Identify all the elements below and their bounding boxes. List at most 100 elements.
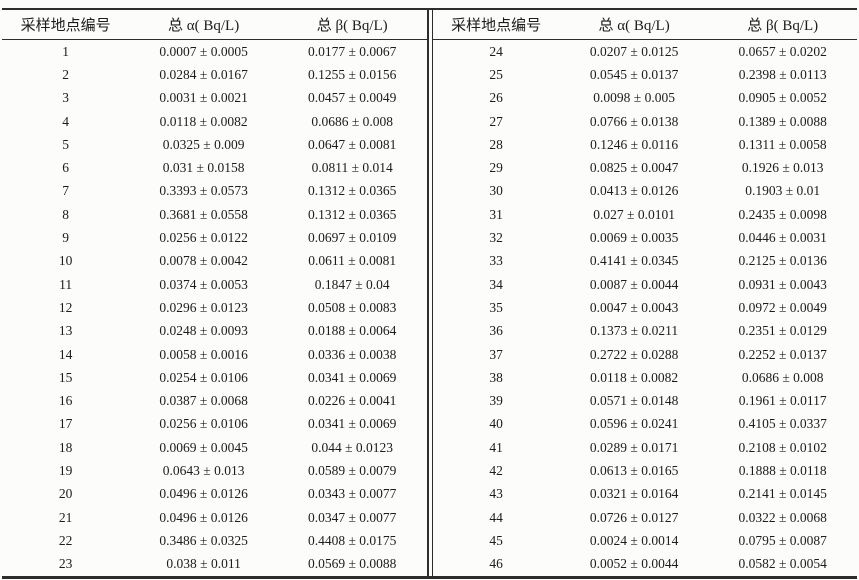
table-row: 32 0.0069 ± 0.0035 0.0446 ± 0.0031 <box>433 226 858 249</box>
cell-total-alpha: 0.0256 ± 0.0122 <box>159 230 248 246</box>
cell-total-beta: 0.2141 ± 0.0145 <box>738 486 827 502</box>
cell-total-alpha: 0.0087 ± 0.0044 <box>589 276 679 292</box>
cell-total-beta: 0.0686 ± 0.008 <box>741 369 824 385</box>
table-row: 9 0.0256 ± 0.0122 0.0697 ± 0.0109 <box>2 226 427 249</box>
cell-total-beta: 0.0582 ± 0.0054 <box>738 556 827 572</box>
cell-site-id: 40 <box>489 416 503 432</box>
cell-total-beta: 0.1312 ± 0.0365 <box>307 206 397 222</box>
table-row: 30 0.0413 ± 0.0126 0.1903 ± 0.01 <box>433 180 858 203</box>
cell-site-id: 25 <box>489 66 503 82</box>
table-row: 8 0.3681 ± 0.0558 0.1312 ± 0.0365 <box>2 203 427 226</box>
cell-total-alpha: 0.0325 ± 0.009 <box>162 136 245 152</box>
table-row: 27 0.0766 ± 0.0138 0.1389 ± 0.0088 <box>433 110 858 133</box>
table-row: 44 0.0726 ± 0.0127 0.0322 ± 0.0068 <box>433 506 858 529</box>
cell-total-alpha: 0.031 ± 0.0158 <box>162 160 245 176</box>
cell-total-alpha: 0.0387 ± 0.0068 <box>159 393 248 409</box>
table-row: 5 0.0325 ± 0.009 0.0647 ± 0.0081 <box>2 133 427 156</box>
cell-site-id: 39 <box>489 393 503 409</box>
cell-total-beta: 0.0611 ± 0.0081 <box>308 253 397 269</box>
cell-total-beta: 0.4408 ± 0.0175 <box>307 532 397 548</box>
cell-site-id: 45 <box>489 532 503 548</box>
cell-total-alpha: 0.0256 ± 0.0106 <box>159 416 248 432</box>
cell-total-beta: 0.2351 ± 0.0129 <box>738 323 827 339</box>
cell-total-beta: 0.0686 ± 0.008 <box>311 113 394 129</box>
cell-total-alpha: 0.0643 ± 0.013 <box>162 462 245 478</box>
table-row: 7 0.3393 ± 0.0573 0.1312 ± 0.0365 <box>2 180 427 203</box>
table-right-body: 24 0.0207 ± 0.0125 0.0657 ± 0.0202 25 0.0545… <box>433 40 858 576</box>
cell-total-alpha: 0.4141 ± 0.0345 <box>589 253 679 269</box>
cell-total-beta: 0.2435 ± 0.0098 <box>738 206 827 222</box>
table-row: 17 0.0256 ± 0.0106 0.0341 ± 0.0069 <box>2 413 427 436</box>
cell-total-beta: 0.0647 ± 0.0081 <box>307 136 397 152</box>
cell-total-beta: 0.0188 ± 0.0064 <box>307 323 397 339</box>
cell-total-alpha: 0.3393 ± 0.0573 <box>159 183 248 199</box>
cell-site-id: 27 <box>489 113 503 129</box>
cell-site-id: 46 <box>489 556 503 572</box>
table-row: 1 0.0007 ± 0.0005 0.0177 ± 0.0067 <box>2 40 427 64</box>
table-left-half: 采样地点编号 总 α( Bq/L) 总 β( Bq/L) 1 0.0007 ± 0… <box>2 10 427 576</box>
table-row: 41 0.0289 ± 0.0171 0.2108 ± 0.0102 <box>433 436 858 459</box>
table-row: 3 0.0031 ± 0.0021 0.0457 ± 0.0049 <box>2 87 427 110</box>
cell-total-alpha: 0.0118 ± 0.0082 <box>590 369 679 385</box>
cell-site-id: 31 <box>489 206 503 222</box>
cell-site-id: 12 <box>58 299 73 315</box>
header-row: 采样地点编号 总 α( Bq/L) 总 β( Bq/L) <box>432 10 857 40</box>
cell-site-id: 33 <box>489 253 503 269</box>
cell-total-alpha: 0.0613 ± 0.0165 <box>589 462 679 478</box>
table-row: 26 0.0098 ± 0.005 0.0905 ± 0.0052 <box>433 87 858 110</box>
table-row: 13 0.0248 ± 0.0093 0.0188 ± 0.0064 <box>2 320 427 343</box>
cell-site-id: 32 <box>489 230 503 246</box>
table-row: 23 0.038 ± 0.011 0.0569 ± 0.0088 <box>2 553 427 576</box>
cell-total-alpha: 0.0007 ± 0.0005 <box>159 43 248 59</box>
cell-total-beta: 0.2398 ± 0.0113 <box>738 66 827 82</box>
table-row: 37 0.2722 ± 0.0288 0.2252 ± 0.0137 <box>433 343 858 366</box>
cell-total-alpha: 0.0254 ± 0.0106 <box>159 369 248 385</box>
cell-total-beta: 0.1903 ± 0.01 <box>745 183 821 199</box>
cell-total-beta: 0.0972 ± 0.0049 <box>738 299 827 315</box>
cell-site-id: 7 <box>62 183 70 199</box>
cell-total-alpha: 0.0207 ± 0.0125 <box>589 43 679 59</box>
table-right-header: 采样地点编号 总 α( Bq/L) 总 β( Bq/L) <box>432 10 857 40</box>
cell-site-id: 21 <box>58 509 73 525</box>
center-double-rule-divider <box>426 10 433 576</box>
cell-total-beta: 0.0811 ± 0.014 <box>311 160 393 176</box>
table-row: 36 0.1373 ± 0.0211 0.2351 ± 0.0129 <box>433 320 858 343</box>
table-row: 28 0.1246 ± 0.0116 0.1311 ± 0.0058 <box>433 133 858 156</box>
table-row: 46 0.0052 ± 0.0044 0.0582 ± 0.0054 <box>433 553 858 576</box>
cell-site-id: 23 <box>58 556 73 572</box>
cell-total-alpha: 0.0571 ± 0.0148 <box>589 393 679 409</box>
header-sampling-site-id: 采样地点编号 <box>2 10 130 40</box>
cell-total-alpha: 0.0825 ± 0.0047 <box>589 160 679 176</box>
header-total-alpha: 总 α( Bq/L) <box>129 10 278 40</box>
cell-total-alpha: 0.0296 ± 0.0123 <box>159 299 248 315</box>
table-row: 39 0.0571 ± 0.0148 0.1961 ± 0.0117 <box>433 389 858 412</box>
table-row: 15 0.0254 ± 0.0106 0.0341 ± 0.0069 <box>2 366 427 389</box>
cell-site-id: 24 <box>489 43 503 59</box>
cell-total-alpha: 0.038 ± 0.011 <box>166 556 241 572</box>
cell-total-alpha: 0.0069 ± 0.0045 <box>159 439 248 455</box>
cell-total-alpha: 0.0374 ± 0.0053 <box>159 276 248 292</box>
cell-site-id: 35 <box>489 299 503 315</box>
radioactivity-measurement-table: 采样地点编号 总 α( Bq/L) 总 β( Bq/L) 1 0.0007 ± 0… <box>2 8 857 579</box>
table-row: 16 0.0387 ± 0.0068 0.0226 ± 0.0041 <box>2 389 427 412</box>
cell-site-id: 44 <box>489 509 503 525</box>
table-row: 43 0.0321 ± 0.0164 0.2141 ± 0.0145 <box>433 483 858 506</box>
table-row: 29 0.0825 ± 0.0047 0.1926 ± 0.013 <box>433 156 858 179</box>
cell-total-beta: 0.1255 ± 0.0156 <box>307 66 397 82</box>
cell-total-alpha: 0.0118 ± 0.0082 <box>159 113 248 129</box>
cell-total-beta: 0.0795 ± 0.0087 <box>738 532 827 548</box>
cell-total-beta: 0.1311 ± 0.0058 <box>738 136 827 152</box>
cell-site-id: 26 <box>489 90 503 106</box>
table-row: 35 0.0047 ± 0.0043 0.0972 ± 0.0049 <box>433 296 858 319</box>
cell-total-beta: 0.0905 ± 0.0052 <box>738 90 827 106</box>
header-total-alpha: 总 α( Bq/L) <box>559 10 709 40</box>
cell-total-beta: 0.0457 ± 0.0049 <box>307 90 397 106</box>
cell-site-id: 17 <box>58 416 73 432</box>
cell-site-id: 20 <box>58 486 73 502</box>
cell-total-alpha: 0.1373 ± 0.0211 <box>590 323 679 339</box>
cell-total-alpha: 0.2722 ± 0.0288 <box>589 346 679 362</box>
table-row: 19 0.0643 ± 0.013 0.0589 ± 0.0079 <box>2 459 427 482</box>
cell-site-id: 1 <box>62 43 70 59</box>
cell-total-alpha: 0.0289 ± 0.0171 <box>589 439 679 455</box>
cell-total-beta: 0.0569 ± 0.0088 <box>307 556 397 572</box>
